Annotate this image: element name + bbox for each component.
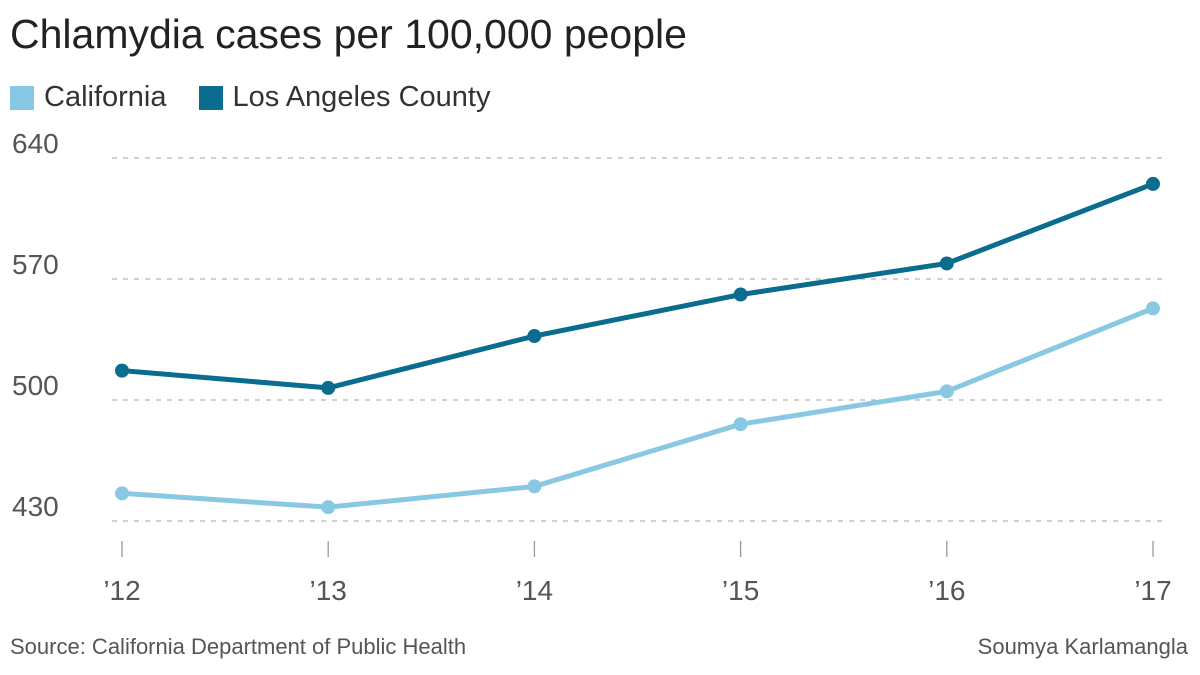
legend-item-california: California: [10, 83, 167, 112]
x-tick-label-3: ’15: [722, 575, 759, 606]
data-point-california-4: [939, 384, 954, 399]
chart-title: Chlamydia cases per 100,000 people: [10, 11, 687, 57]
legend: California Los Angeles County: [10, 83, 522, 112]
data-point-los-angeles-county-0: [115, 363, 129, 378]
data-point-california-2: [527, 479, 542, 494]
data-point-california-3: [733, 417, 748, 432]
series-line-los-angeles-county: [119, 181, 1156, 391]
data-point-los-angeles-county-1: [321, 380, 336, 395]
y-tick-label-640: 640: [12, 128, 59, 159]
x-tick-label-1: ’13: [310, 575, 347, 606]
series-line-california: [119, 305, 1156, 510]
x-tick-label-5: ’17: [1134, 575, 1171, 606]
legend-label-california: California: [44, 81, 167, 113]
x-tick-label-0: ’12: [103, 575, 140, 606]
y-tick-label-430: 430: [12, 491, 59, 522]
data-point-los-angeles-county-2: [527, 329, 542, 344]
legend-swatch-los-angeles-county: [198, 85, 223, 110]
data-point-california-5: [1146, 301, 1160, 316]
data-point-california-0: [115, 486, 129, 501]
legend-item-los-angeles-county: Los Angeles County: [198, 81, 491, 113]
source-note: Source: California Department of Public …: [10, 634, 467, 659]
data-point-california-1: [321, 500, 336, 515]
data-point-los-angeles-county-4: [939, 256, 954, 271]
data-point-los-angeles-county-3: [733, 287, 748, 302]
y-tick-label-570: 570: [12, 249, 59, 280]
y-tick-label-500: 500: [12, 370, 59, 401]
legend-swatch-california: [10, 85, 34, 110]
data-point-los-angeles-county-5: [1146, 176, 1160, 191]
credit-note: Soumya Karlamangla: [977, 634, 1188, 659]
x-tick-label-4: ’16: [928, 575, 965, 606]
legend-label-los-angeles-county: Los Angeles County: [232, 81, 491, 113]
x-tick-label-2: ’14: [516, 575, 553, 606]
